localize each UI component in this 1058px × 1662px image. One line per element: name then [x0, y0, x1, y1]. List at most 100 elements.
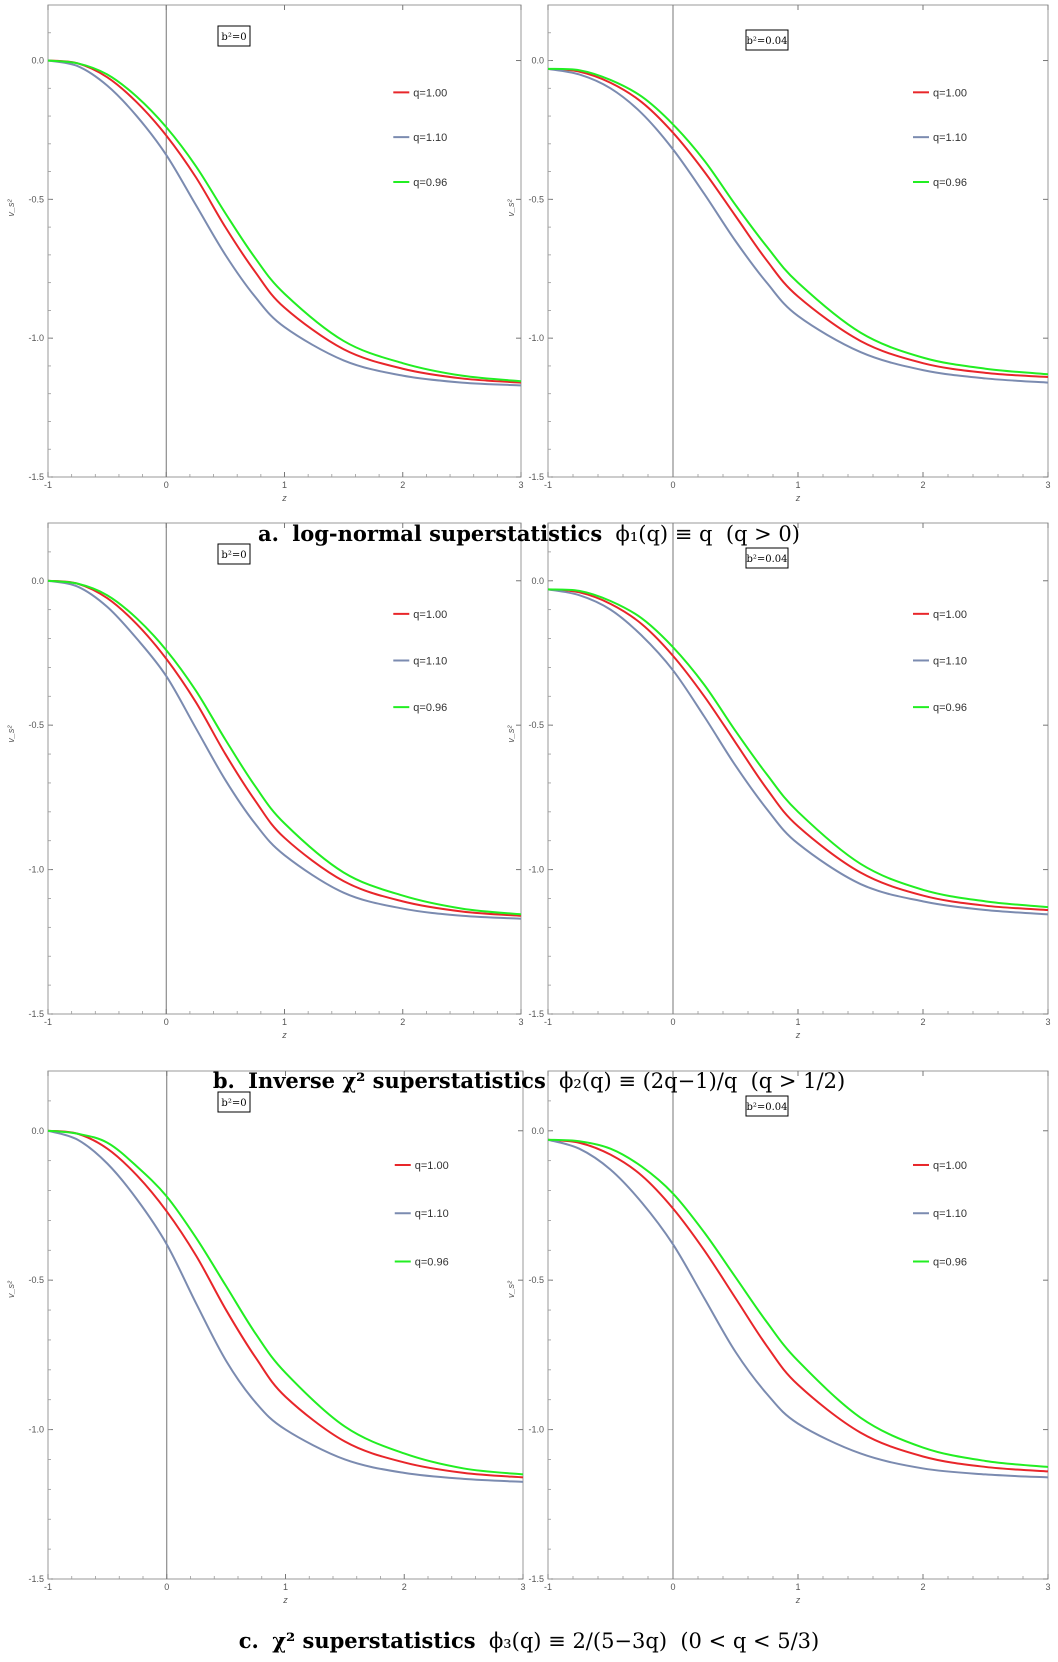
x-tick-label: 0 [164, 480, 169, 490]
x-axis-title: z [281, 1030, 287, 1040]
y-tick-label: -1.5 [528, 472, 544, 482]
x-tick-label: 2 [402, 1582, 407, 1592]
y-tick-label: -1.0 [528, 865, 544, 875]
y-tick-label: -0.5 [528, 720, 544, 730]
series-line-q=0.96 [47, 59, 522, 383]
chart-panel-b-right: -1 0 1 2 3 0.0 -0.5 -1.0 -1.5 z v_s² q=1.00 q=1.10 q=… [506, 522, 1051, 1040]
x-tick-label: 2 [400, 1017, 405, 1027]
x-tick-label: 0 [670, 1582, 675, 1592]
y-tick-label: -0.5 [28, 720, 44, 730]
series-line-q=0.96 [547, 588, 1049, 909]
x-axis-title: z [281, 493, 287, 503]
caption-b-formula: ϕ₂(q) ≡ (2q−1)/q [559, 1069, 737, 1093]
legend-label: q=0.96 [415, 1257, 449, 1269]
x-tick-label: -1 [44, 1582, 52, 1592]
chart-panel-a-left: -1 0 1 2 3 0.0 -0.5 -1.0 -1.5 z v_s² q=1.00 q=1.10 q=… [6, 4, 524, 503]
annotation-box [745, 29, 789, 51]
caption-a: a. log-normal superstatistics ϕ₁(q) ≡ q … [258, 521, 800, 546]
legend-label: q=0.96 [933, 177, 967, 189]
series-line-q=1.00 [547, 588, 1049, 912]
x-tick-label: -1 [544, 1582, 552, 1592]
x-tick-label: 0 [164, 1017, 169, 1027]
caption-a-text: log-normal superstatistics [292, 521, 602, 546]
x-tick-label: 3 [518, 1017, 523, 1027]
x-tick-label: -1 [44, 480, 52, 490]
y-tick-label: -0.5 [28, 1275, 44, 1285]
x-tick-label: 2 [920, 1582, 925, 1592]
legend-label: q=1.00 [933, 87, 967, 99]
x-tick-label: -1 [544, 1017, 552, 1027]
series-line-q=1.00 [47, 579, 522, 917]
plot-frame [47, 4, 522, 478]
plot-frame [547, 4, 1049, 478]
series-line-q=1.10 [547, 588, 1049, 916]
series-line-q=1.00 [47, 59, 522, 384]
y-tick-label: -1.5 [28, 472, 44, 482]
y-tick-label: -1.5 [28, 1574, 44, 1584]
caption-a-condition: (q > 0) [726, 522, 800, 546]
x-tick-label: 0 [164, 1582, 169, 1592]
x-tick-label: 3 [1045, 480, 1050, 490]
caption-a-label: a. [258, 521, 279, 546]
legend-label: q=0.96 [413, 702, 447, 714]
x-tick-label: 2 [920, 1017, 925, 1027]
series-line-q=1.00 [547, 1138, 1049, 1473]
legend-label: q=1.00 [415, 1160, 449, 1172]
caption-c-condition: (0 < q < 5/3) [680, 1629, 819, 1653]
legend-label: q=1.10 [413, 655, 447, 667]
y-tick-label: -1.0 [28, 865, 44, 875]
caption-c-text: χ² superstatistics [272, 1628, 475, 1653]
x-tick-label: 0 [670, 480, 675, 490]
series-line-q=1.00 [47, 1129, 524, 1479]
legend-label: q=1.00 [933, 609, 967, 621]
y-tick-label: 0.0 [31, 1126, 44, 1136]
x-tick-label: 1 [795, 1017, 800, 1027]
x-tick-label: 2 [400, 480, 405, 490]
y-axis-title: v_s² [6, 1280, 16, 1298]
x-tick-label: 3 [1045, 1017, 1050, 1027]
y-tick-label: -1.0 [28, 333, 44, 343]
y-tick-label: -1.0 [528, 333, 544, 343]
legend-label: q=1.10 [933, 1208, 967, 1220]
plot-frame [47, 522, 522, 1015]
series-line-q=0.96 [547, 67, 1049, 376]
chart-panel-b-left: -1 0 1 2 3 0.0 -0.5 -1.0 -1.5 z v_s² q=1.00 q=1.10 q=… [6, 522, 524, 1040]
chart-panel-c-left: -1 0 1 2 3 0.0 -0.5 -1.0 -1.5 z v_s² q=1.00 q=1.10 q=… [6, 1070, 526, 1605]
y-axis-title: v_s² [506, 725, 516, 743]
y-axis-title: v_s² [6, 198, 16, 216]
annotation-label: b²=0 [221, 32, 246, 43]
x-tick-label: 1 [795, 1582, 800, 1592]
x-tick-label: 1 [795, 480, 800, 490]
caption-c: c. χ² superstatistics ϕ₃(q) ≡ 2/(5−3q) (… [239, 1628, 819, 1653]
caption-b-label: b. [213, 1068, 235, 1093]
y-tick-label: -0.5 [528, 194, 544, 204]
caption-b: b. Inverse χ² superstatistics ϕ₂(q) ≡ (2… [213, 1068, 845, 1093]
y-axis-title: v_s² [506, 1280, 516, 1298]
caption-c-formula: ϕ₃(q) ≡ 2/(5−3q) [489, 1629, 667, 1653]
plot-frame [547, 522, 1049, 1015]
y-tick-label: -1.0 [528, 1425, 544, 1435]
x-tick-label: 0 [670, 1017, 675, 1027]
annotation-box [217, 543, 251, 565]
y-tick-label: 0.0 [531, 56, 544, 66]
y-tick-label: -1.5 [528, 1574, 544, 1584]
annotation-label: b²=0 [221, 1098, 246, 1109]
series-line-q=1.10 [47, 59, 522, 387]
x-axis-title: z [795, 493, 801, 503]
caption-a-formula: ϕ₁(q) ≡ q [616, 522, 713, 546]
legend-label: q=1.10 [933, 655, 967, 667]
y-axis-title: v_s² [506, 198, 516, 216]
annotation-box [745, 547, 789, 569]
legend-label: q=1.00 [933, 1160, 967, 1172]
legend-label: q=0.96 [933, 1257, 967, 1269]
x-tick-label: 3 [518, 480, 523, 490]
annotation-label: b²=0.04 [746, 554, 787, 565]
y-tick-label: 0.0 [31, 56, 44, 66]
y-axis-title: v_s² [6, 725, 16, 743]
x-tick-label: 3 [520, 1582, 525, 1592]
legend-label: q=0.96 [413, 177, 447, 189]
chart-panel-a-right: -1 0 1 2 3 0.0 -0.5 -1.0 -1.5 z v_s² q=1.00 q=1.10 q=… [506, 4, 1051, 503]
legend-label: q=1.00 [413, 609, 447, 621]
y-tick-label: -1.5 [28, 1009, 44, 1019]
